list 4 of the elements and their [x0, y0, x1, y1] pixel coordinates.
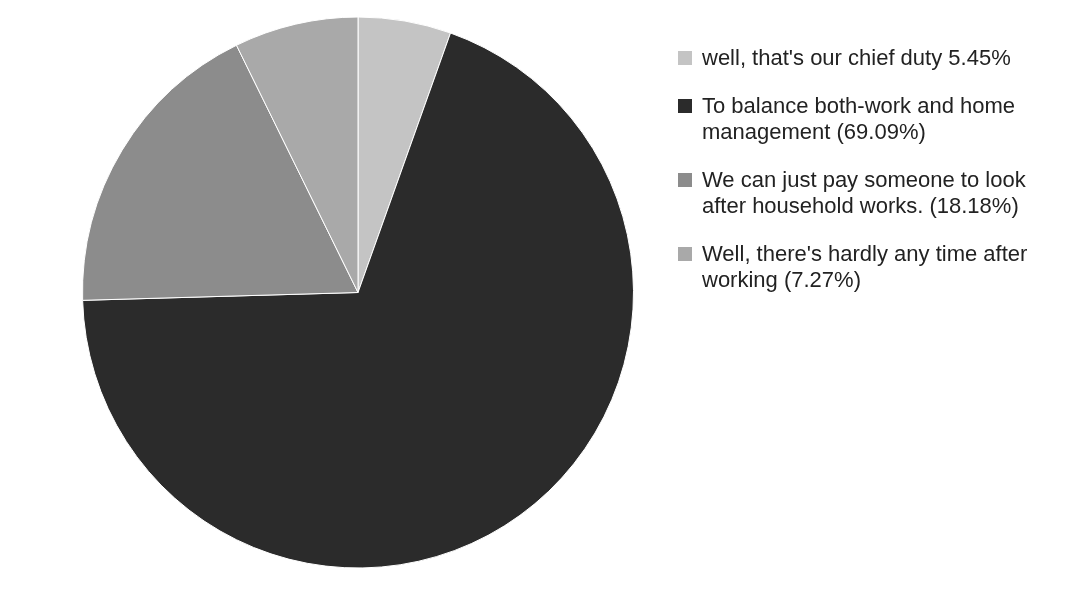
legend-label: We can just pay someone to look after household works. (18.18%): [702, 167, 1027, 219]
legend-label: To balance both-work and home management (69.09%): [702, 93, 1017, 145]
legend-label: well, that's our chief duty 5.45%: [702, 45, 1011, 71]
legend-label: Well, there's hardly any time after working (7.27%): [702, 241, 1029, 293]
